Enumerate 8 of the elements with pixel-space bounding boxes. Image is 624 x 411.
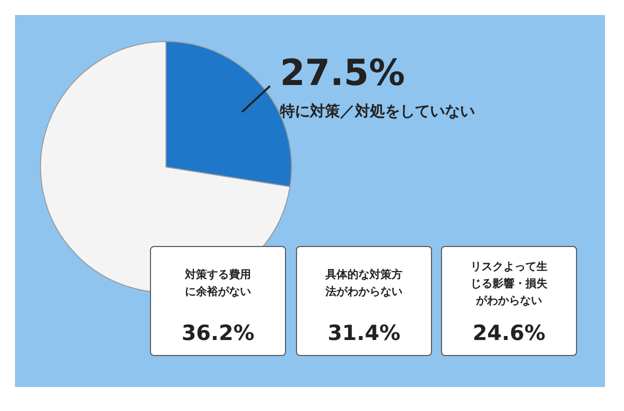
category-label: 対策する費用に余裕がない (184, 267, 252, 300)
category-label: 具体的な対策方法がわからない (324, 267, 404, 300)
text: 24.6% (472, 321, 546, 345)
text: 36.2% (182, 321, 254, 345)
slice-label: 特に対策／対処をしていない (280, 102, 475, 121)
category-label: リスクよって生じる影響・損失がわからない (469, 258, 548, 308)
text: 31.4% (328, 321, 400, 345)
data-label: 27.5% (280, 52, 406, 96)
